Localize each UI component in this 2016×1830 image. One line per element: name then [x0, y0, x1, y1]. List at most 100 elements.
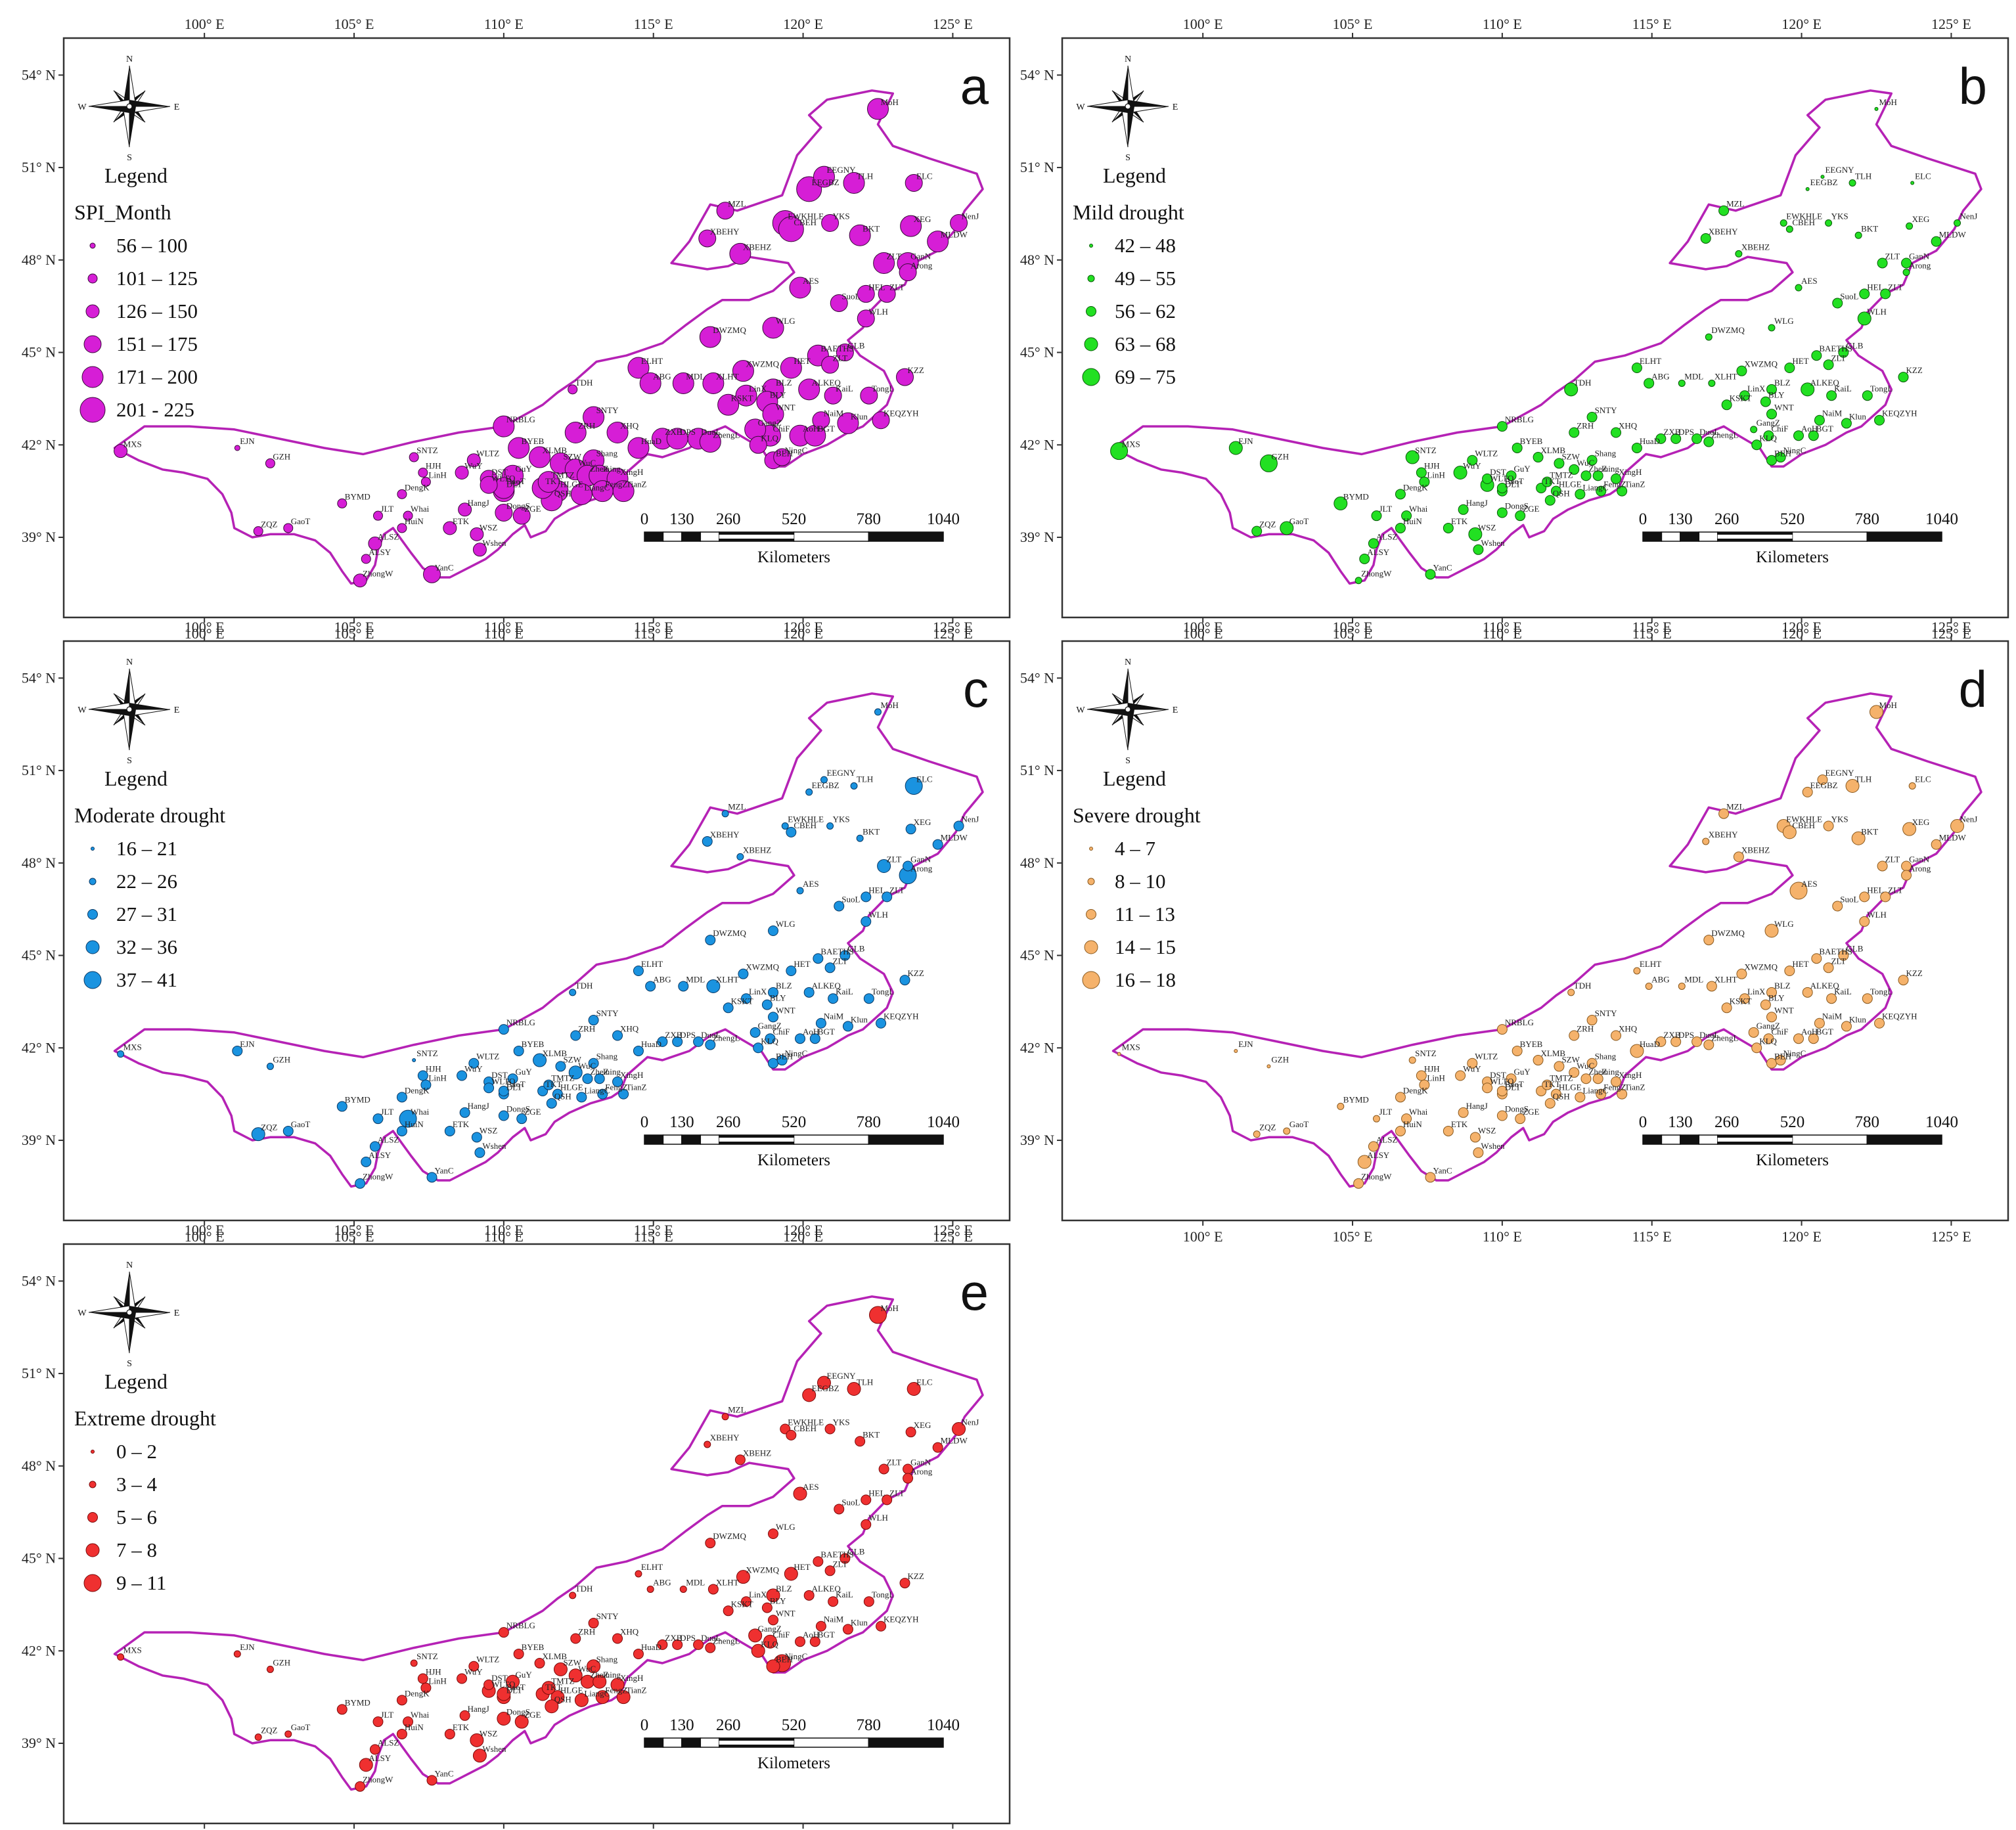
station-label: ZRH [1577, 1024, 1594, 1034]
station-label: XEG [914, 214, 931, 224]
map-svg: 100° E 100° E 105° E 105° E 110° E 110° E 115°… [22, 16, 1011, 642]
station-marker [470, 527, 484, 541]
station-marker [251, 1127, 265, 1142]
station-label: GuY [516, 1067, 533, 1077]
station-label: ZQZ [261, 520, 277, 529]
station-label: GaoT [1289, 516, 1309, 526]
station-marker [337, 498, 347, 508]
station-marker [1857, 311, 1871, 326]
compass-n: N [126, 55, 133, 64]
station-label: LinH [1427, 1073, 1445, 1083]
station-marker [899, 1578, 910, 1589]
station-marker [815, 1620, 826, 1632]
station-label: ZhongW [1361, 569, 1392, 579]
station-label: ZhongW [363, 569, 393, 579]
station-marker [583, 406, 605, 428]
station-marker [570, 483, 593, 505]
station-label: QSH [554, 489, 571, 499]
station-marker [1841, 418, 1852, 429]
station-marker [361, 554, 371, 564]
station-marker [821, 213, 840, 232]
station-label: ABG [653, 371, 671, 381]
lon-tick-label-top: 100° E [1183, 619, 1223, 635]
station-label: TKT [545, 1079, 562, 1089]
station-label: Jning [602, 464, 621, 474]
station-label: HuiN [405, 516, 424, 526]
station-marker [480, 476, 498, 494]
inner-mongolia-boundary [113, 1295, 984, 1791]
station-marker [1592, 470, 1603, 481]
lat-tick-label: 45° N [22, 1550, 56, 1567]
station-marker [705, 1538, 716, 1549]
station-label: WLG [1774, 919, 1794, 929]
station-marker [420, 1682, 432, 1693]
station-marker [899, 263, 917, 282]
scale-segment [1642, 531, 1663, 542]
station-marker [1633, 967, 1641, 975]
station-marker [336, 1704, 347, 1715]
station-label: HEL [868, 1488, 885, 1498]
scale-segment [1866, 1134, 1942, 1145]
station-marker [283, 523, 294, 533]
station-label: WuY [464, 1667, 483, 1677]
station-marker [812, 411, 830, 430]
station-label: WSZ [480, 1125, 498, 1135]
station-marker [820, 776, 828, 784]
station-marker [843, 172, 865, 194]
legend-item-label: 56 – 62 [1115, 300, 1176, 323]
station-label: GangZ [1757, 1021, 1780, 1031]
station-marker [1443, 522, 1454, 533]
station-label: DengK [1403, 1085, 1428, 1095]
station-marker [372, 1716, 384, 1728]
compass-icon: N S E W [78, 658, 179, 766]
map-frame [1061, 640, 2009, 1222]
station-marker [1670, 433, 1682, 444]
panel-letter: a [960, 57, 989, 115]
station-label: GuY [1514, 1067, 1531, 1077]
station-label: BGT [818, 1630, 835, 1640]
scale-label: 130 [669, 1113, 694, 1131]
station-label: TianZ [626, 1685, 646, 1695]
station-marker [1768, 324, 1776, 332]
station-marker [355, 1781, 366, 1792]
legend-swatch [81, 366, 104, 388]
station-label: NenJ [1960, 814, 1978, 824]
station-marker [1901, 870, 1912, 881]
station-label: WuC [1577, 1061, 1594, 1071]
station-marker [716, 202, 734, 220]
scale-label: 130 [669, 510, 694, 528]
lat-tick-label: 48° N [1020, 252, 1054, 268]
station-marker [1877, 257, 1888, 269]
station-marker [1793, 1033, 1804, 1044]
station-marker [355, 1178, 366, 1189]
station-label: SNTZ [1415, 1048, 1437, 1058]
station-label: BLZ [776, 981, 792, 991]
station-marker [1596, 1088, 1607, 1100]
station-label: EJN [1238, 436, 1253, 446]
lon-tick-label-top: 115° E [1632, 619, 1672, 635]
station-label: ZhongW [1361, 1172, 1392, 1182]
compass-w: W [1076, 705, 1085, 715]
station-label: XWZMQ [746, 1565, 779, 1575]
station-marker [857, 309, 875, 328]
station-label: ZhengL [713, 1033, 740, 1043]
lon-tick-label-top: 120° E [1781, 16, 1822, 32]
map-frame [1061, 37, 2009, 619]
station-label: NingC [785, 1048, 808, 1058]
station-label: ELC [1915, 171, 1931, 181]
station-label: MLDW [1939, 833, 1967, 843]
station-marker [855, 1436, 866, 1447]
lat-tick-label: 51° N [1020, 762, 1054, 778]
lat-tick-label: 45° N [22, 947, 56, 964]
lat-tick-label: 45° N [1020, 344, 1054, 361]
station-label: MZL [728, 199, 746, 209]
station-marker [1814, 414, 1825, 426]
station-label: DLT [1505, 480, 1521, 489]
station-label: TMTZ [551, 1676, 574, 1686]
station-label: WLTQ [491, 473, 516, 483]
lat-tick-label: 39° N [1020, 1132, 1054, 1148]
station-marker [457, 1070, 468, 1081]
station-label: DPS [1678, 1030, 1694, 1040]
station-label: WLTQ [1490, 1076, 1514, 1086]
station-marker [734, 1454, 746, 1465]
